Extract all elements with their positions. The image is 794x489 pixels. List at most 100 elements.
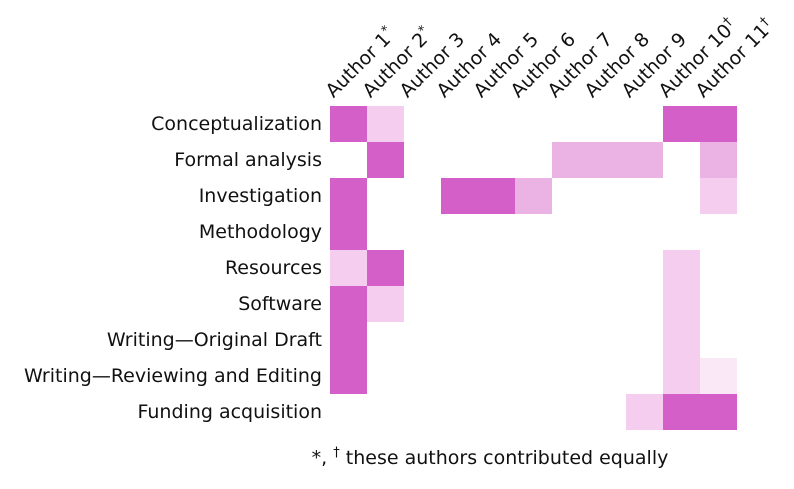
heatmap-cell	[663, 106, 700, 142]
heatmap-cell	[515, 394, 552, 430]
row-label: Funding acquisition	[137, 401, 323, 423]
heatmap-cell	[478, 106, 515, 142]
heatmap-cell	[700, 214, 737, 250]
footnote: *, † these authors contributed equally	[230, 447, 750, 469]
heatmap-cell	[626, 394, 663, 430]
heatmap-cell	[700, 178, 737, 214]
heatmap-cell	[478, 394, 515, 430]
footnote-text: these authors contributed equally	[345, 447, 669, 469]
heatmap-cell	[700, 106, 737, 142]
heatmap-cell	[589, 250, 626, 286]
heatmap-cell	[663, 142, 700, 178]
heatmap-cell	[441, 142, 478, 178]
heatmap-cell	[515, 286, 552, 322]
heatmap-cell	[552, 358, 589, 394]
heatmap-cell	[441, 358, 478, 394]
heatmap-cell	[552, 142, 589, 178]
heatmap-cell	[441, 106, 478, 142]
heatmap-cell	[367, 286, 404, 322]
heatmap-cell	[330, 214, 367, 250]
heatmap-cell	[700, 394, 737, 430]
heatmap-cell	[552, 322, 589, 358]
heatmap-cell	[552, 106, 589, 142]
heatmap-cell	[330, 286, 367, 322]
heatmap-cell	[663, 358, 700, 394]
heatmap-cell	[700, 322, 737, 358]
row-label: Formal analysis	[174, 149, 322, 171]
heatmap-cell	[663, 394, 700, 430]
heatmap-cell	[404, 286, 441, 322]
footnote-dagger-icon: †	[333, 445, 340, 461]
heatmap-cell	[589, 214, 626, 250]
heatmap-cell	[589, 358, 626, 394]
row-label: Conceptualization	[151, 113, 322, 135]
heatmap-cell	[515, 250, 552, 286]
heatmap-cell	[663, 322, 700, 358]
heatmap-cell	[589, 394, 626, 430]
heatmap-cell	[478, 214, 515, 250]
heatmap-cell	[626, 214, 663, 250]
heatmap-cell	[589, 322, 626, 358]
heatmap-cell	[404, 358, 441, 394]
heatmap-cell	[515, 178, 552, 214]
heatmap-cell	[478, 358, 515, 394]
heatmap-cell	[367, 178, 404, 214]
heatmap-cell	[515, 214, 552, 250]
heatmap-cell	[367, 358, 404, 394]
heatmap-cell	[589, 106, 626, 142]
heatmap-grid	[330, 106, 737, 430]
heatmap-cell	[404, 250, 441, 286]
heatmap-cell	[626, 358, 663, 394]
heatmap-cell	[441, 286, 478, 322]
heatmap-cell	[478, 322, 515, 358]
footnote-star: *,	[311, 447, 328, 469]
heatmap-cell	[663, 178, 700, 214]
row-label: Writing—Original Draft	[106, 329, 322, 351]
heatmap-cell	[441, 322, 478, 358]
heatmap-cell	[700, 286, 737, 322]
heatmap-cell	[626, 142, 663, 178]
heatmap-cell	[441, 178, 478, 214]
heatmap-cell	[589, 178, 626, 214]
heatmap-cell	[663, 214, 700, 250]
heatmap-cell	[552, 214, 589, 250]
heatmap-cell	[330, 322, 367, 358]
heatmap-cell	[441, 394, 478, 430]
heatmap-cell	[330, 394, 367, 430]
heatmap-cell	[404, 394, 441, 430]
heatmap-cell	[330, 106, 367, 142]
heatmap-cell	[441, 250, 478, 286]
heatmap-cell	[404, 322, 441, 358]
heatmap-cell	[515, 142, 552, 178]
row-label: Investigation	[198, 185, 322, 207]
column-labels: Author 1* Author 2* Author 3 Author 4 Author…	[0, 0, 794, 106]
heatmap-cell	[478, 250, 515, 286]
heatmap-cell	[626, 322, 663, 358]
heatmap-cell	[478, 286, 515, 322]
heatmap-cell	[367, 142, 404, 178]
heatmap-cell	[589, 286, 626, 322]
heatmap-cell	[404, 142, 441, 178]
heatmap-cell	[552, 178, 589, 214]
heatmap-cell	[626, 286, 663, 322]
row-label: Software	[238, 293, 322, 315]
heatmap-cell	[441, 214, 478, 250]
heatmap-cell	[515, 358, 552, 394]
heatmap-cell	[367, 214, 404, 250]
heatmap-cell	[367, 394, 404, 430]
heatmap-cell	[330, 250, 367, 286]
row-label: Writing—Reviewing and Editing	[23, 365, 322, 387]
heatmap-cell	[404, 214, 441, 250]
heatmap-cell	[700, 250, 737, 286]
heatmap-cell	[330, 142, 367, 178]
row-label: Resources	[224, 257, 322, 279]
row-labels: Conceptualization Formal analysis Investig…	[0, 106, 322, 430]
heatmap-cell	[330, 358, 367, 394]
heatmap-cell	[367, 106, 404, 142]
heatmap-cell	[663, 286, 700, 322]
heatmap-cell	[478, 178, 515, 214]
heatmap-cell	[626, 250, 663, 286]
heatmap-cell	[367, 322, 404, 358]
heatmap-cell	[589, 142, 626, 178]
